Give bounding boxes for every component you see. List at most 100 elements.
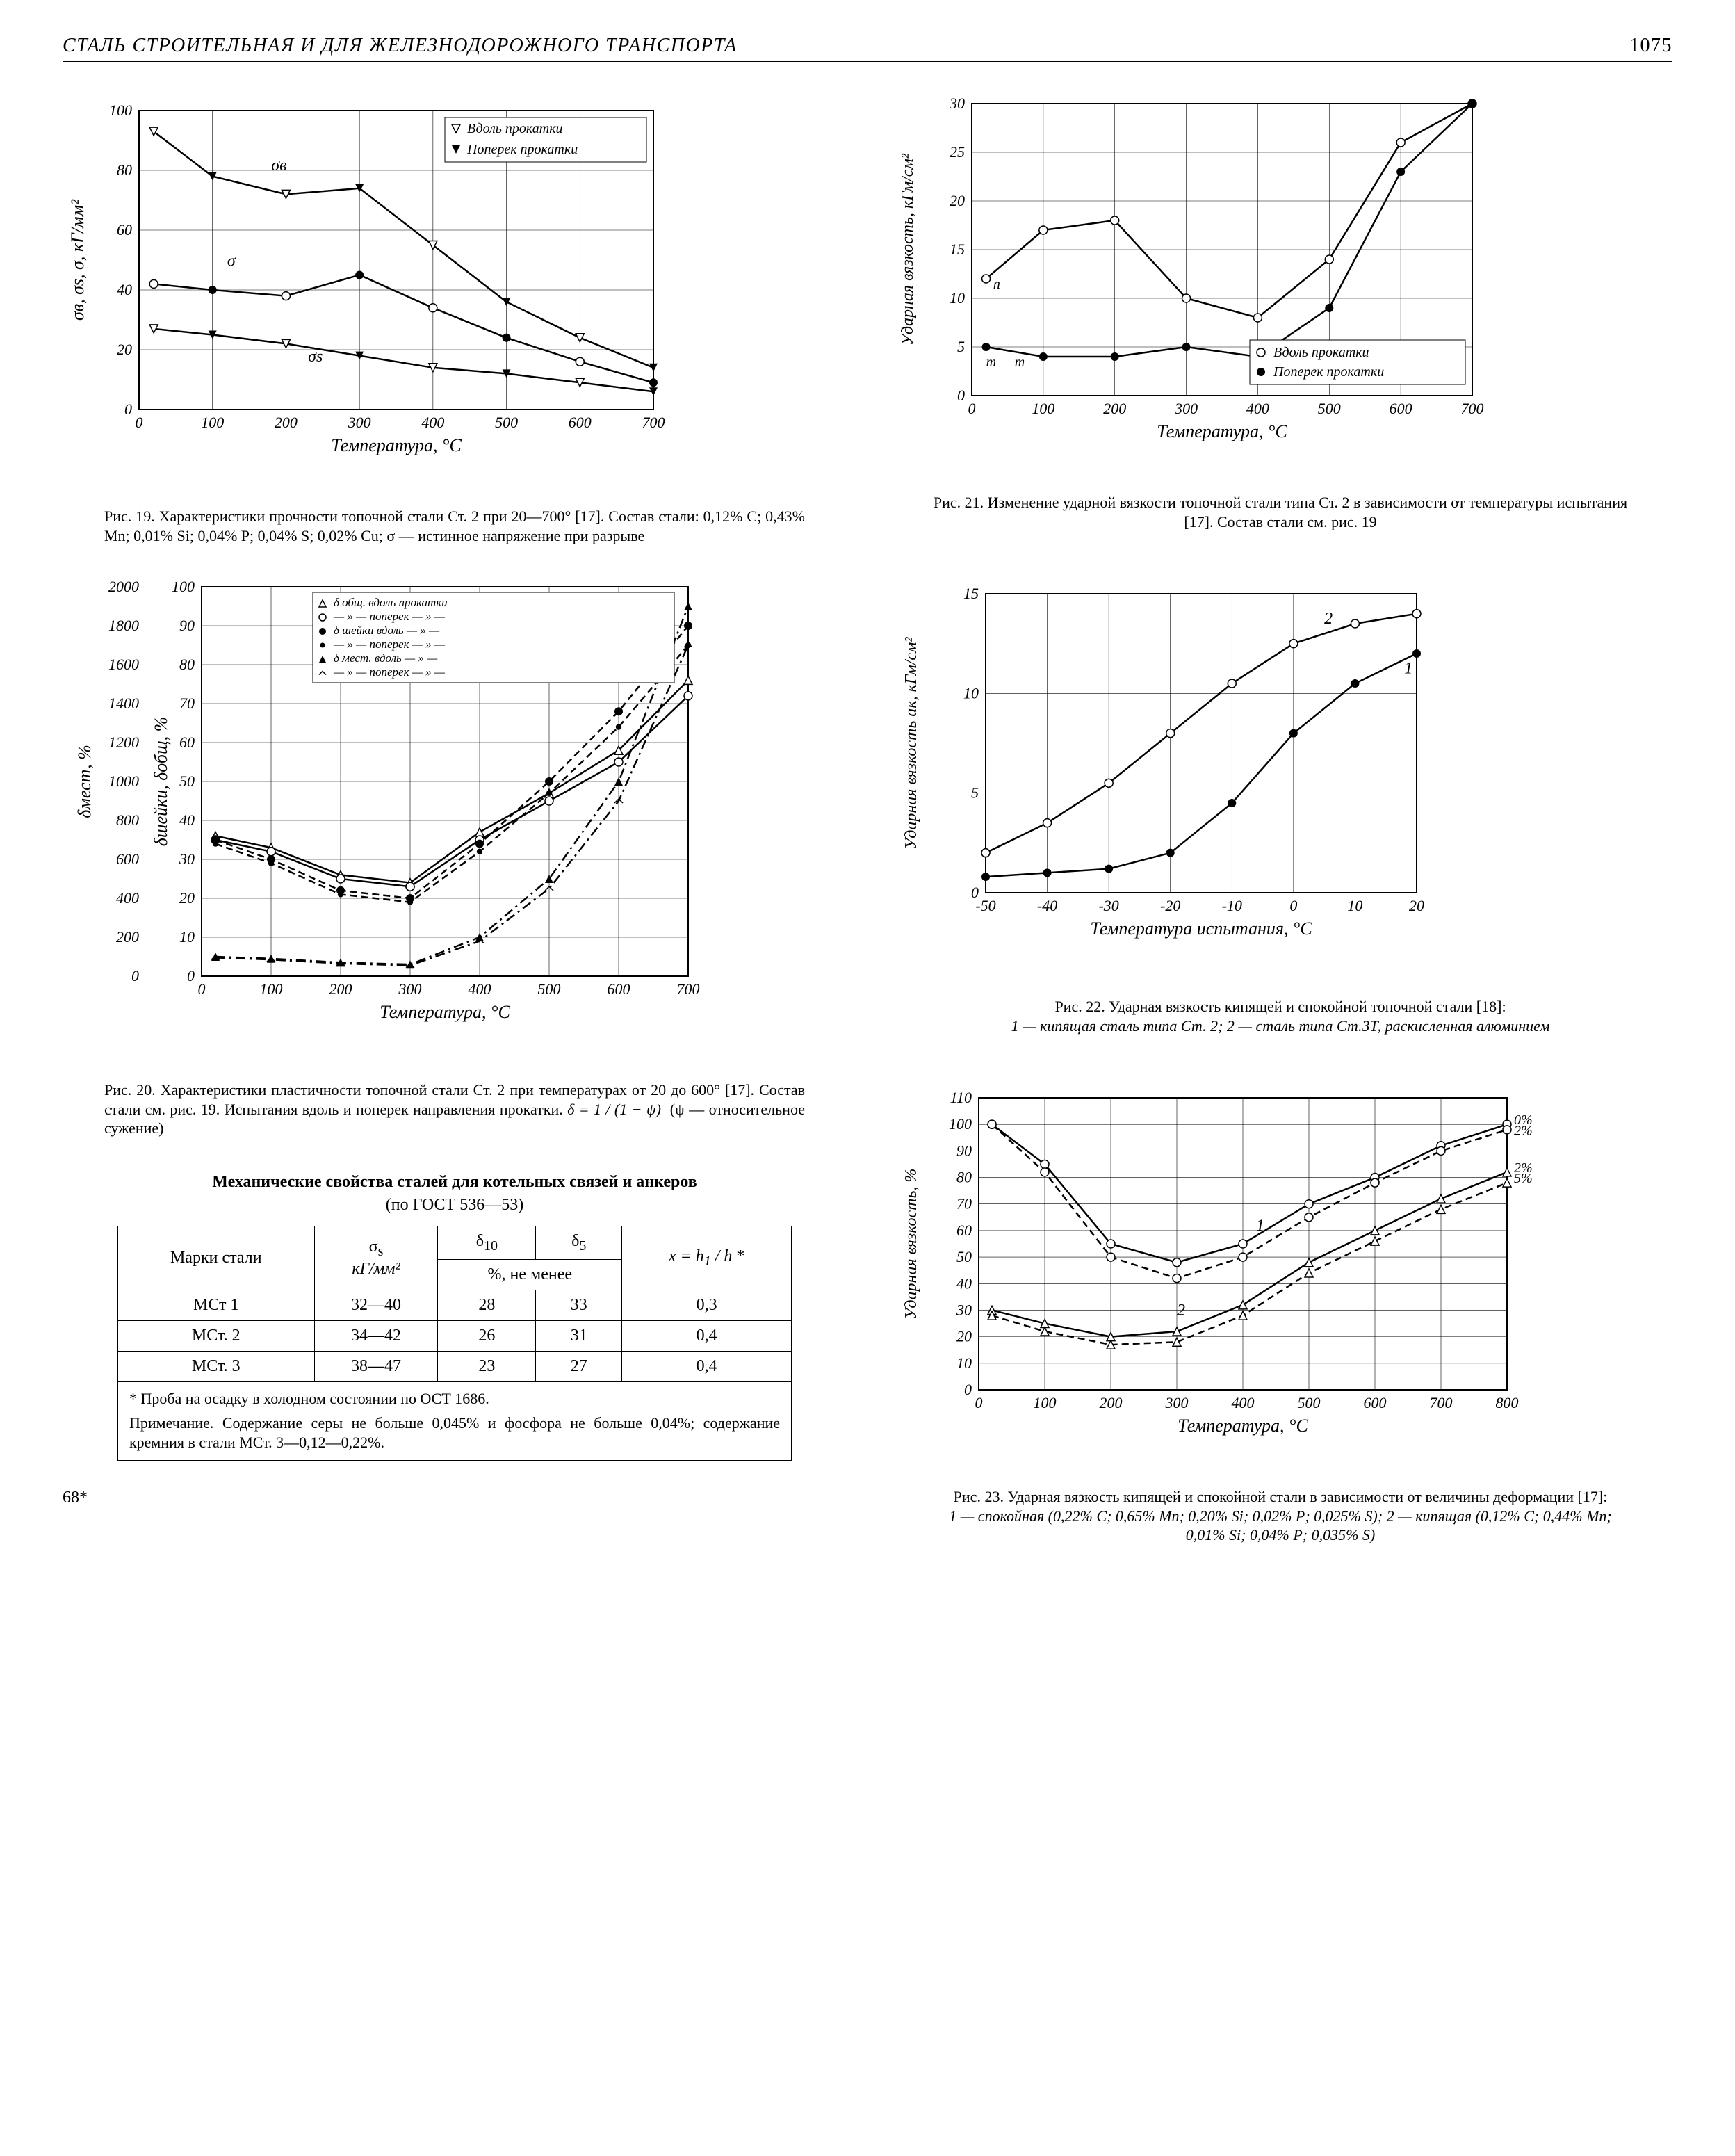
table-cell: 27 — [536, 1352, 622, 1382]
svg-text:σв, σs, σ, кГ/мм²: σв, σs, σ, кГ/мм² — [67, 199, 88, 321]
figure-20-chart: 0100200300400500600700010203040506070809… — [63, 566, 744, 1053]
table-cell: МСт. 3 — [117, 1352, 314, 1382]
table-cell: 34—42 — [314, 1321, 438, 1352]
svg-text:60: 60 — [956, 1222, 972, 1239]
svg-text:400: 400 — [116, 889, 139, 907]
svg-text:80: 80 — [117, 161, 132, 179]
svg-text:60: 60 — [117, 221, 132, 238]
table-cell: 0,4 — [622, 1352, 792, 1382]
svg-text:15: 15 — [950, 241, 965, 258]
figure-23-chart: 0100200300400500600700800010203040506070… — [888, 1084, 1570, 1459]
svg-text:400: 400 — [1246, 400, 1269, 417]
svg-text:50: 50 — [956, 1248, 972, 1265]
svg-text:1: 1 — [1404, 660, 1412, 678]
svg-text:— » — поперек — » —: — » — поперек — » — — [333, 610, 446, 623]
svg-text:0: 0 — [131, 967, 139, 984]
svg-text:20: 20 — [956, 1328, 972, 1345]
svg-text:700: 700 — [1461, 400, 1484, 417]
svg-text:200: 200 — [1103, 400, 1126, 417]
figure-23-caption-main: Рис. 23. Ударная вязкость кипящей и спок… — [954, 1488, 1608, 1505]
th-x: x = h1 / h * — [622, 1226, 792, 1290]
figure-21-chart: 0100200300400500600700051015202530Ударна… — [888, 90, 1514, 465]
table-cell: 23 — [438, 1352, 536, 1382]
figure-22-chart: -50-40-30-20-1001020051015Ударная вязкос… — [888, 580, 1458, 969]
table-cell: 0,4 — [622, 1321, 792, 1352]
th-d5: δ5 — [536, 1226, 622, 1260]
svg-text:80: 80 — [179, 656, 195, 673]
svg-text:400: 400 — [1232, 1394, 1255, 1411]
figure-21: 0100200300400500600700051015202530Ударна… — [888, 90, 1672, 465]
svg-text:0: 0 — [124, 400, 132, 418]
svg-text:Ударная вязкость, %: Ударная вязкость, % — [902, 1169, 920, 1320]
figure-22-caption: Рис. 22. Ударная вязкость кипящей и спок… — [930, 997, 1631, 1035]
svg-text:0: 0 — [957, 387, 965, 404]
svg-text:700: 700 — [1430, 1394, 1453, 1411]
svg-text:200: 200 — [275, 414, 298, 431]
svg-text:-30: -30 — [1098, 897, 1118, 914]
figure-23-caption-items: 1 — спокойная (0,22% С; 0,65% Mn; 0,20% … — [949, 1507, 1611, 1544]
svg-text:100: 100 — [1034, 1394, 1057, 1411]
svg-text:Поперек прокатки: Поперек прокатки — [466, 142, 578, 157]
svg-text:15: 15 — [963, 585, 979, 602]
table-cell: МСт. 2 — [117, 1321, 314, 1352]
svg-text:700: 700 — [642, 414, 665, 431]
svg-text:50: 50 — [179, 772, 195, 790]
svg-text:1: 1 — [1256, 1217, 1264, 1235]
svg-text:0: 0 — [975, 1394, 983, 1411]
svg-text:300: 300 — [398, 980, 422, 998]
table-notes: * Проба на осадку в холодном состоянии п… — [117, 1382, 792, 1461]
svg-text:1200: 1200 — [108, 733, 139, 751]
svg-text:2%: 2% — [1514, 1123, 1533, 1138]
left-column: 0100200300400500600700020406080100σв, σs… — [63, 90, 847, 1566]
figure-22: -50-40-30-20-1001020051015Ударная вязкос… — [888, 580, 1672, 969]
table-row: МСт. 338—4723270,4 — [117, 1352, 791, 1382]
svg-text:500: 500 — [1318, 400, 1341, 417]
svg-text:200: 200 — [116, 928, 139, 946]
content-grid: 0100200300400500600700020406080100σв, σs… — [63, 90, 1672, 1566]
svg-text:300: 300 — [348, 414, 371, 431]
svg-text:100: 100 — [1032, 400, 1054, 417]
svg-text:80: 80 — [956, 1169, 972, 1186]
svg-text:100: 100 — [109, 102, 132, 119]
svg-text:— » — поперек — » —: — » — поперек — » — — [333, 665, 446, 679]
svg-text:1600: 1600 — [108, 656, 139, 673]
svg-text:400: 400 — [469, 980, 491, 998]
svg-text:Температура, °С: Температура, °С — [1157, 421, 1287, 441]
figure-20: 0100200300400500600700010203040506070809… — [63, 566, 847, 1053]
svg-text:20: 20 — [1409, 897, 1424, 914]
figure-19-caption: Рис. 19. Характеристики прочности топочн… — [104, 507, 805, 545]
svg-text:1000: 1000 — [108, 772, 139, 790]
svg-text:10: 10 — [179, 928, 195, 946]
table-note-star: * Проба на осадку в холодном состоянии п… — [129, 1389, 780, 1409]
table-cell: 0,3 — [622, 1290, 792, 1321]
svg-text:Температура, °С: Температура, °С — [1178, 1416, 1308, 1436]
table-cell: 28 — [438, 1290, 536, 1321]
svg-text:30: 30 — [949, 95, 965, 112]
figure-19: 0100200300400500600700020406080100σв, σs… — [63, 90, 847, 479]
svg-text:100: 100 — [949, 1115, 972, 1133]
svg-text:Температура испытания, °С: Температура испытания, °С — [1090, 918, 1312, 939]
svg-text:σs: σs — [308, 348, 323, 366]
svg-text:10: 10 — [1347, 897, 1362, 914]
svg-text:5: 5 — [971, 784, 979, 802]
table-cell: МСт 1 — [117, 1290, 314, 1321]
svg-text:-20: -20 — [1160, 897, 1180, 914]
footer-signature: 68* — [63, 1489, 847, 1507]
properties-table: Марки стали σsкГ/мм² δ10 δ5 x = h1 / h *… — [117, 1226, 792, 1383]
svg-text:40: 40 — [179, 811, 195, 829]
svg-text:m: m — [986, 355, 996, 370]
table-cell: 38—47 — [314, 1352, 438, 1382]
svg-text:т: т — [1015, 355, 1025, 370]
svg-text:600: 600 — [116, 850, 139, 868]
svg-text:800: 800 — [1496, 1394, 1519, 1411]
svg-text:-10: -10 — [1222, 897, 1242, 914]
header-title: СТАЛЬ СТРОИТЕЛЬНАЯ И ДЛЯ ЖЕЛЕЗНОДОРОЖНОГ… — [63, 35, 738, 57]
th-d10: δ10 — [438, 1226, 536, 1260]
svg-text:100: 100 — [172, 578, 195, 595]
table-note-prim: Примечание. Содержание серы не больше 0,… — [129, 1413, 780, 1453]
svg-text:40: 40 — [956, 1274, 972, 1292]
table-subheading: (по ГОСТ 536—53) — [63, 1196, 847, 1215]
svg-text:0: 0 — [964, 1381, 972, 1398]
svg-text:-40: -40 — [1037, 897, 1057, 914]
table-heading: Механические свойства сталей для котельн… — [63, 1173, 847, 1192]
